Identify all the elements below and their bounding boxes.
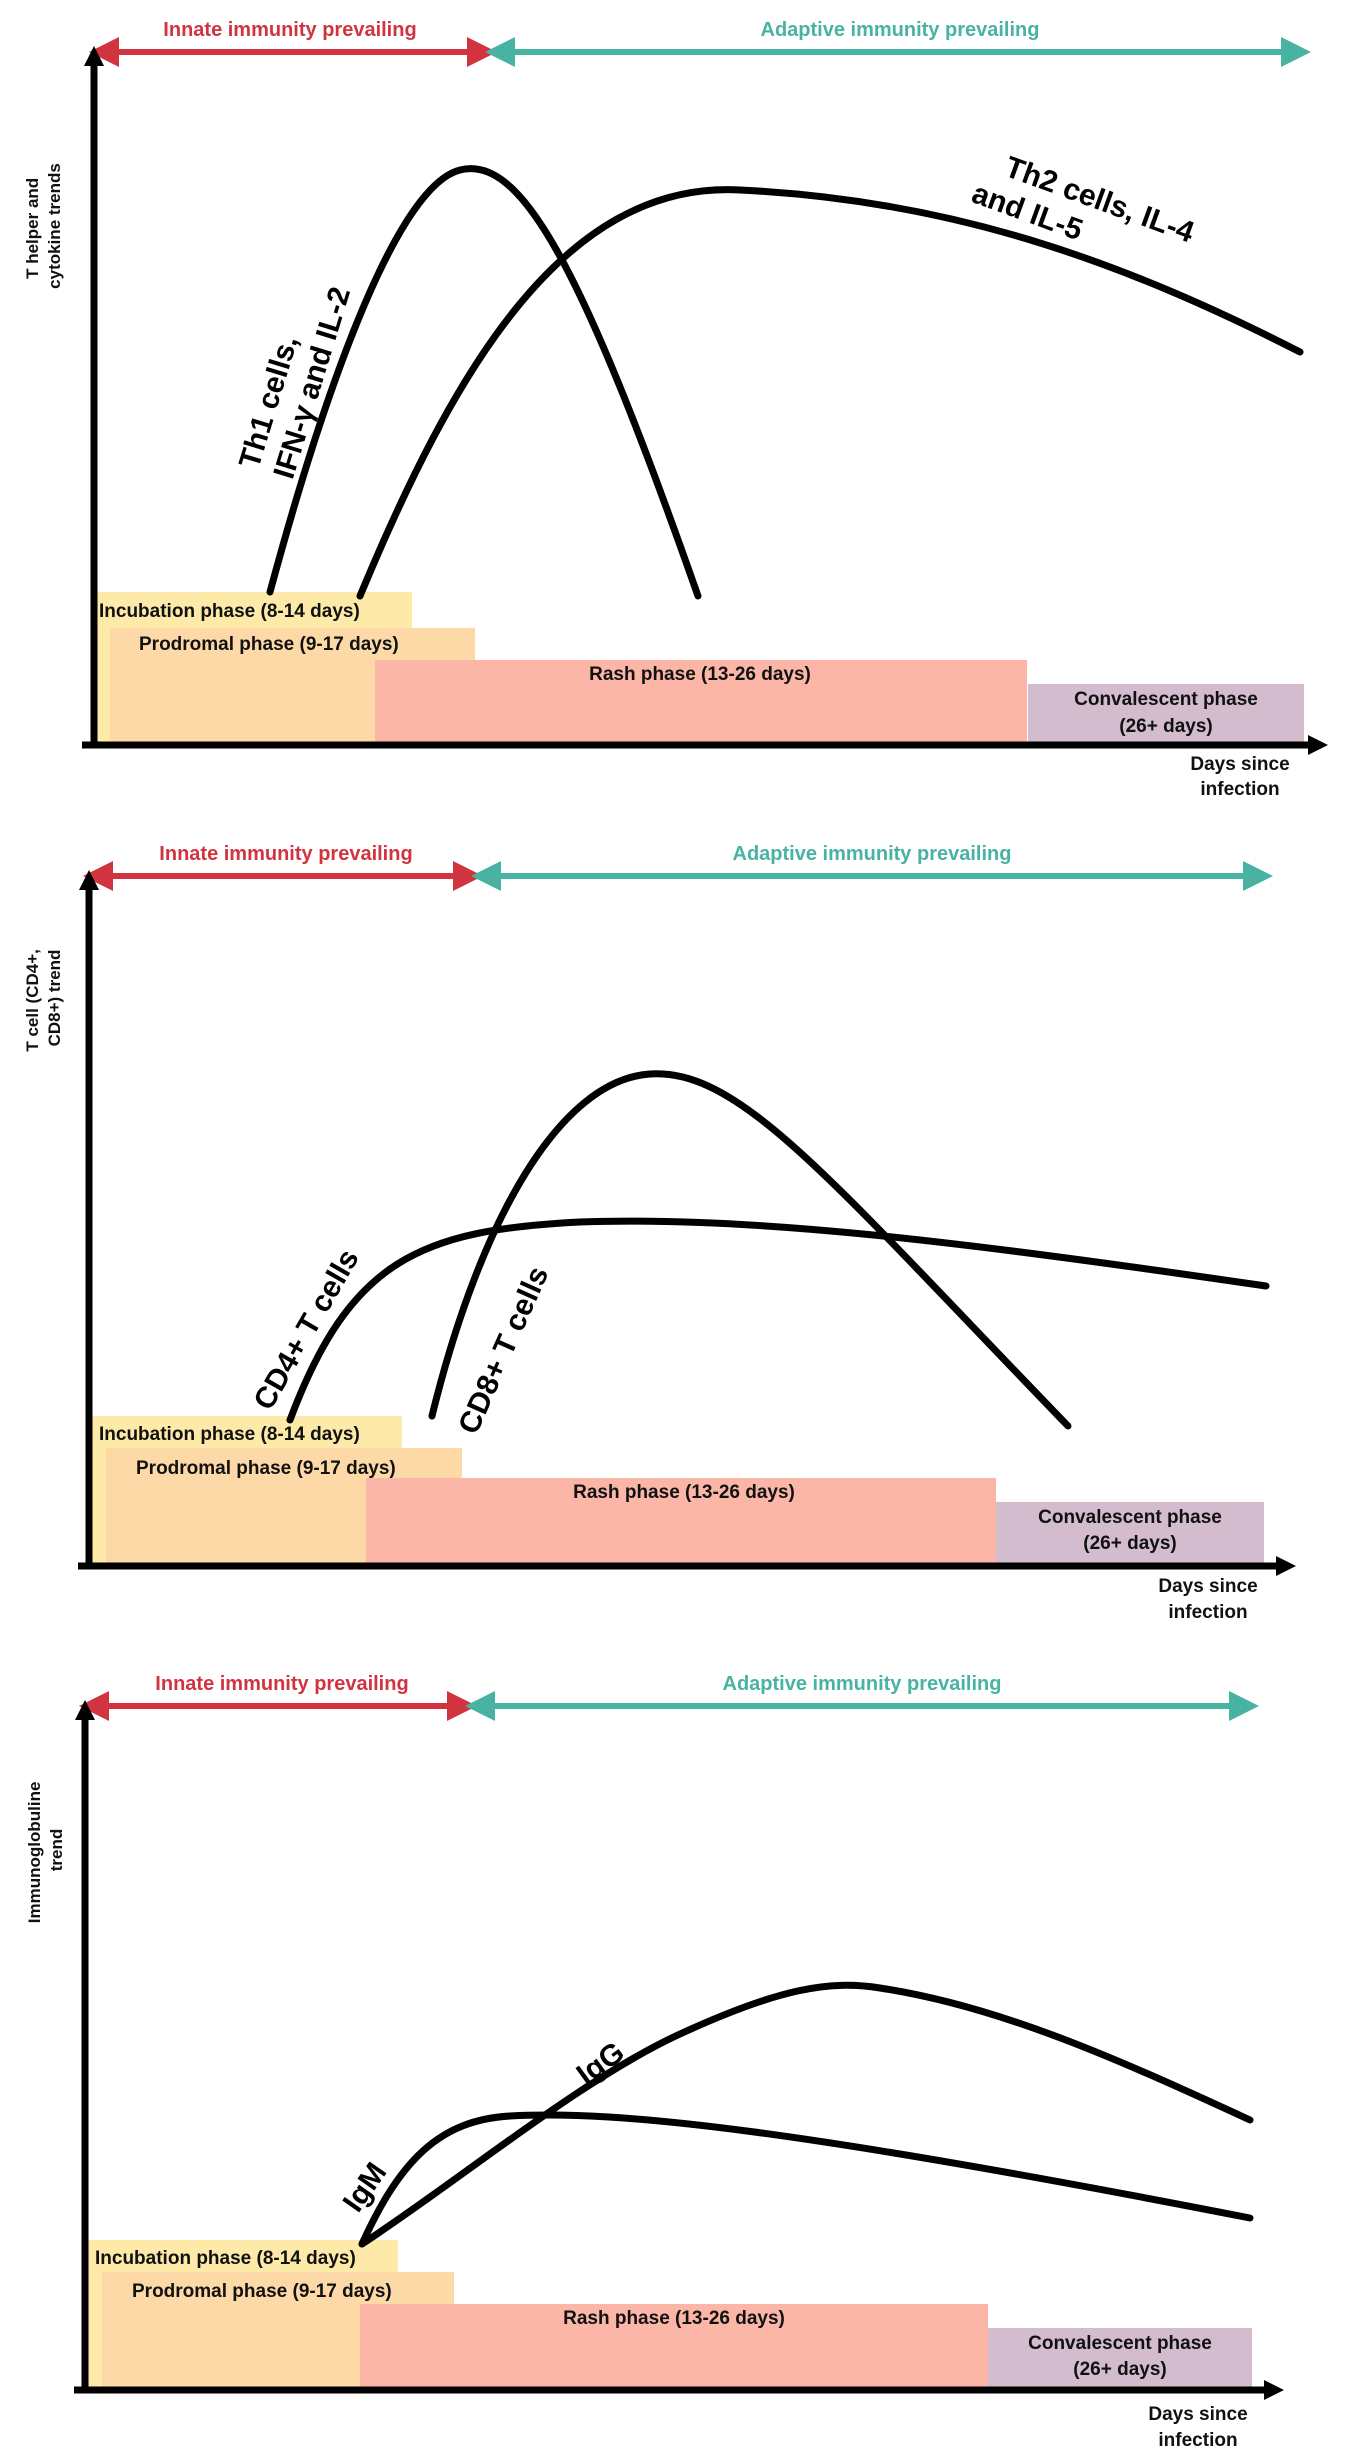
x-axis-arrowhead (1308, 735, 1328, 755)
y-axis-label: Immunoglobuline trend (25, 1777, 66, 1923)
phase-rash-label: Rash phase (13-26 days) (573, 1482, 795, 1503)
curve-cd4-label: CD4+ T cells (247, 1244, 365, 1416)
phase-incubation-label: Incubation phase (8-14 days) (99, 1424, 360, 1445)
phase-rash-band (375, 660, 1027, 744)
x-axis-label-line2: infection (1200, 779, 1279, 800)
x-axis-label-line2: infection (1168, 1602, 1247, 1623)
phase-prodromal-label: Prodromal phase (9-17 days) (136, 1458, 396, 1479)
phase-convalescent-label: Convalescent phase (1028, 2333, 1212, 2354)
phase-convalescent-label: Convalescent phase (1074, 689, 1258, 710)
innate-label: Innate immunity prevailing (163, 19, 416, 41)
phase-convalescent-days: (26+ days) (1083, 1533, 1176, 1554)
phase-convalescent-label: Convalescent phase (1038, 1507, 1222, 1528)
panel-t-cells: Innate immunity prevailing Adaptive immu… (23, 843, 1296, 1623)
phase-incubation-label: Incubation phase (8-14 days) (99, 601, 360, 622)
phase-prodromal-label: Prodromal phase (9-17 days) (132, 2281, 392, 2302)
adaptive-label: Adaptive immunity prevailing (723, 1673, 1002, 1695)
y-axis-arrowhead (84, 46, 104, 66)
y-axis-label-line2: CD8+) trend (45, 950, 64, 1047)
adaptive-label: Adaptive immunity prevailing (733, 843, 1012, 865)
phase-rash-band (360, 2304, 988, 2390)
phase-rash-label: Rash phase (13-26 days) (589, 664, 811, 685)
phase-convalescent-days: (26+ days) (1119, 716, 1212, 737)
curve-igm (358, 2111, 1254, 2248)
curve-igm-label: IgM (337, 2157, 394, 2218)
y-axis-label-line2: cytokine trends (45, 163, 64, 289)
y-axis-label: T cell (CD4+, CD8+) trend (23, 944, 64, 1051)
phase-convalescent-band (996, 1502, 1264, 1566)
curve-cd8 (428, 1070, 1072, 1430)
y-axis-arrowhead (79, 870, 99, 890)
phase-incubation-label: Incubation phase (8-14 days) (95, 2248, 356, 2269)
phase-convalescent-band (988, 2328, 1252, 2390)
phase-rash-band (366, 1478, 996, 1566)
x-axis-arrowhead (1264, 2380, 1284, 2400)
panel-immunoglobulins: Innate immunity prevailing Adaptive immu… (25, 1673, 1284, 2451)
panel-th-cytokines: Innate immunity prevailing Adaptive immu… (23, 19, 1328, 800)
curve-cd4 (286, 1217, 1270, 1424)
curve-igg (358, 1981, 1254, 2248)
innate-label: Innate immunity prevailing (159, 843, 412, 865)
y-axis-label-line1: Immunoglobuline (25, 1782, 44, 1924)
y-axis-arrowhead (75, 1700, 95, 1720)
phase-convalescent-band (1028, 684, 1304, 744)
y-axis-label: T helper and cytokine trends (23, 163, 64, 289)
curve-th1 (266, 165, 702, 600)
y-axis-label-line2: trend (47, 1829, 66, 1872)
curve-th2 (356, 186, 1304, 600)
curve-igg-label: IgG (571, 2036, 631, 2092)
x-axis-label-line1: Days since (1190, 754, 1289, 775)
x-axis-label-line1: Days since (1158, 1576, 1257, 1597)
adaptive-label: Adaptive immunity prevailing (761, 19, 1040, 41)
phase-convalescent-days: (26+ days) (1073, 2359, 1166, 2380)
x-axis-arrowhead (1276, 1556, 1296, 1576)
curve-th2-label: Th2 cells, IL-4 and IL-5 (968, 143, 1207, 286)
phase-rash-label: Rash phase (13-26 days) (563, 2308, 785, 2329)
x-axis-label-line1: Days since (1148, 2404, 1247, 2425)
phase-prodromal-label: Prodromal phase (9-17 days) (139, 634, 399, 655)
y-axis-label-line1: T helper and (23, 178, 42, 279)
y-axis-label-line1: T cell (CD4+, (23, 949, 42, 1052)
x-axis-label-line2: infection (1158, 2430, 1237, 2451)
innate-label: Innate immunity prevailing (155, 1673, 408, 1695)
